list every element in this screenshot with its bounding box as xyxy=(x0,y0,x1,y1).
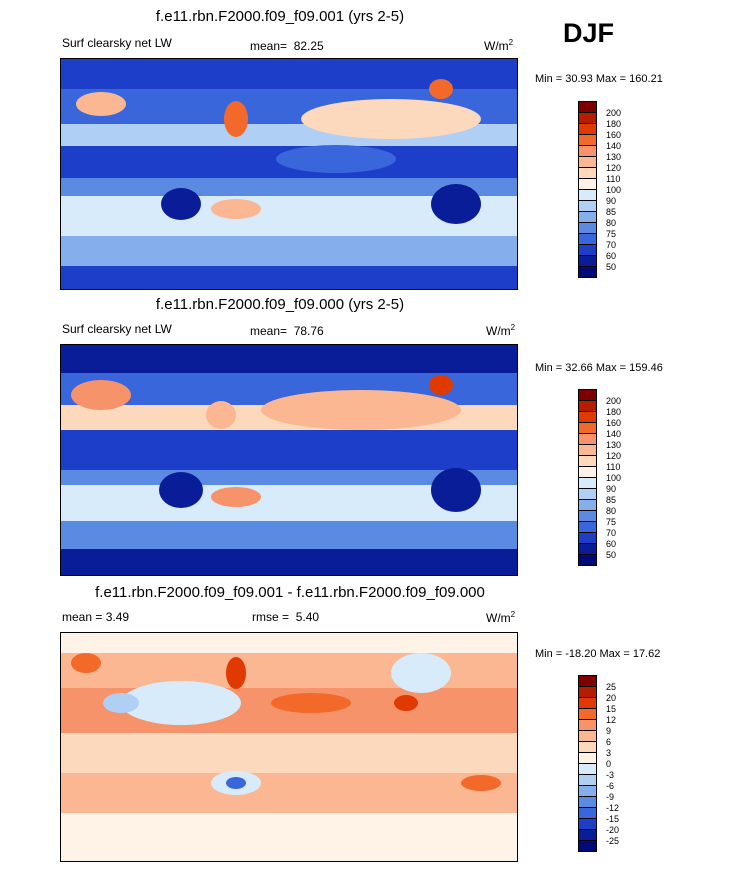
panel-3-tick: 0 xyxy=(606,759,612,769)
panel-1-tick: 180 xyxy=(606,119,622,129)
panel-3-tick: -15 xyxy=(606,814,620,824)
panel-3-tick: -12 xyxy=(606,803,620,813)
panel-1-tick: 140 xyxy=(606,141,622,151)
panel-1-tick: 70 xyxy=(606,240,617,250)
panel-2-tick: 180 xyxy=(606,407,622,417)
panel-3-title: f.e11.rbn.F2000.f09_f09.001 - f.e11.rbn.… xyxy=(95,584,485,601)
panel-3-rmse: rmse = 5.40 xyxy=(252,610,320,624)
panel-2-field xyxy=(61,345,517,575)
panel-3-tick: -6 xyxy=(606,781,615,791)
panel-1-map xyxy=(60,58,518,290)
panel-2-tick: 120 xyxy=(606,451,622,461)
panel-1-colorbar xyxy=(578,101,597,278)
panel-2-tick: 140 xyxy=(606,429,622,439)
panel-1-mean: mean= 82.25 xyxy=(250,39,324,53)
panel-3-minmax: Min = -18.20 Max = 17.62 xyxy=(535,648,661,660)
panel-1-tick: 60 xyxy=(606,251,617,261)
panel-2-units: W/m2 xyxy=(486,323,516,338)
panel-3-tick: 3 xyxy=(606,748,612,758)
panel-1-tick: 200 xyxy=(606,108,622,118)
panel-2-colorbar xyxy=(578,389,597,566)
panel-1-tick: 100 xyxy=(606,185,622,195)
panel-2-tick: 100 xyxy=(606,473,622,483)
panel-3-tick: 25 xyxy=(606,682,617,692)
panel-2-tick: 90 xyxy=(606,484,617,494)
panel-3-field xyxy=(61,633,517,861)
panel-2-tick: 200 xyxy=(606,396,622,406)
panel-1-tick: 110 xyxy=(606,174,621,184)
panel-1-variable-label: Surf clearsky net LW xyxy=(62,36,172,50)
panel-2-tick: 85 xyxy=(606,495,617,505)
panel-1-tick: 85 xyxy=(606,207,617,217)
panel-1-tick: 130 xyxy=(606,152,622,162)
panel-3-mean: mean = 3.49 xyxy=(62,610,130,624)
panel-2-tick: 75 xyxy=(606,517,617,527)
panel-3-tick: -3 xyxy=(606,770,615,780)
panel-1-units: W/m2 xyxy=(484,38,514,53)
panel-1-tick: 90 xyxy=(606,196,617,206)
panel-3-tick: -9 xyxy=(606,792,615,802)
panel-1-title: f.e11.rbn.F2000.f09_f09.001 (yrs 2-5) xyxy=(155,8,405,25)
panel-2-tick: 70 xyxy=(606,528,617,538)
panel-3-units: W/m2 xyxy=(486,610,516,625)
panel-3-tick: -20 xyxy=(606,825,620,835)
panel-2-tick: 80 xyxy=(606,506,617,516)
panel-2-minmax: Min = 32.66 Max = 159.46 xyxy=(535,362,663,374)
season-label: DJF xyxy=(563,18,615,48)
panel-2-tick: 60 xyxy=(606,539,617,549)
panel-2-color-swatch xyxy=(578,554,597,566)
panel-3-colorbar xyxy=(578,675,597,852)
panel-3-tick: 12 xyxy=(606,715,617,725)
panel-2-tick: 160 xyxy=(606,418,622,428)
panel-1-tick: 50 xyxy=(606,262,617,272)
panel-3-tick: 6 xyxy=(606,737,612,747)
panel-1-tick: 120 xyxy=(606,163,622,173)
panel-1-tick: 80 xyxy=(606,218,617,228)
panel-2-tick: 50 xyxy=(606,550,617,560)
panel-3-color-swatch xyxy=(578,840,597,852)
panel-2-variable-label: Surf clearsky net LW xyxy=(62,322,172,336)
panel-1-tick: 160 xyxy=(606,130,622,140)
panel-2-title: f.e11.rbn.F2000.f09_f09.000 (yrs 2-5) xyxy=(155,296,405,313)
panel-3-tick: 9 xyxy=(606,726,612,736)
panel-1-field xyxy=(61,59,517,289)
panel-3-tick: 15 xyxy=(606,704,617,714)
panel-3-map xyxy=(60,632,518,862)
panel-1-tick: 75 xyxy=(606,229,617,239)
panel-2-tick: 130 xyxy=(606,440,622,450)
panel-1-minmax: Min = 30.93 Max = 160.21 xyxy=(535,73,663,85)
panel-3-tick: -25 xyxy=(606,836,620,846)
panel-2-tick: 110 xyxy=(606,462,621,472)
panel-3-tick: 20 xyxy=(606,693,617,703)
panel-1-color-swatch xyxy=(578,266,597,278)
panel-2-mean: mean= 78.76 xyxy=(250,324,324,338)
panel-2-map xyxy=(60,344,518,576)
